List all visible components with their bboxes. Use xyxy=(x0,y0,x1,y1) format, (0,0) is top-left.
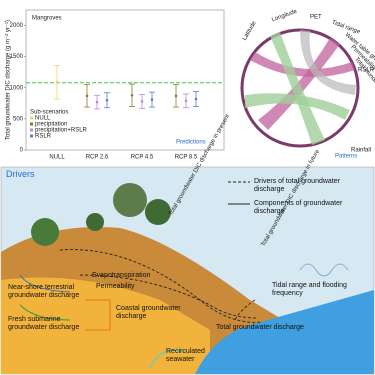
driver-label: Permeability xyxy=(96,283,135,290)
y-tick-label: 1500 xyxy=(10,54,24,60)
component-label: Coastal groundwater discharge xyxy=(116,305,181,320)
legend-swatch xyxy=(30,122,33,126)
mean-point xyxy=(174,94,178,98)
chord-ribbon xyxy=(300,30,356,95)
chord-ribbon xyxy=(245,93,350,120)
legend-swatch xyxy=(30,128,33,132)
wave xyxy=(299,263,349,277)
mean-point xyxy=(184,99,188,103)
driver-arrow xyxy=(59,249,263,323)
panel-label: Predictions xyxy=(176,140,206,146)
chord-ribbon xyxy=(250,52,355,78)
y-tick-label: 500 xyxy=(13,116,24,122)
mean-point xyxy=(95,100,99,104)
sea xyxy=(195,290,374,374)
component-label: Recirculated seawater xyxy=(166,348,205,363)
tree xyxy=(113,183,147,217)
mean-point xyxy=(85,94,89,98)
legend-title: Sub-scenarios xyxy=(30,110,68,116)
recirculation-arrow xyxy=(149,349,186,369)
panel-label: Patterns xyxy=(335,154,357,160)
x-tick-label: RCP 4.5 xyxy=(131,155,154,161)
driver-label: Evapotranspiration xyxy=(92,272,151,279)
legend-label: RSLR xyxy=(35,134,52,140)
chord-ribbon xyxy=(270,32,325,145)
flow-arrow xyxy=(19,304,71,321)
legend-swatch xyxy=(30,116,33,120)
y-tick-label: 2000 xyxy=(10,23,24,29)
tree xyxy=(145,199,171,225)
mean-point xyxy=(150,98,154,101)
mean-point xyxy=(105,98,109,102)
mean-point xyxy=(130,93,134,97)
plot-frame xyxy=(25,9,225,151)
chart-title: Mangroves xyxy=(32,16,62,22)
tree xyxy=(86,213,104,231)
tree xyxy=(31,218,59,246)
component-label: Fresh submarine groundwater discharge xyxy=(8,316,80,331)
y-tick-label: 0 xyxy=(20,148,24,154)
panel-label: Drivers xyxy=(6,169,35,179)
flow-arrow xyxy=(19,274,71,293)
bracket xyxy=(85,299,111,331)
legend-label: NULL xyxy=(35,116,51,122)
y-axis-label: Total groundwater DIC discharge (g m⁻² y… xyxy=(6,20,12,140)
driver-arrow xyxy=(79,274,259,319)
legend-swatch xyxy=(30,134,33,138)
component-label: Near-shore terrestrial groundwater disch… xyxy=(8,284,80,299)
component-label: Total groundwater discharge xyxy=(216,324,304,331)
x-tick-label: NULL xyxy=(49,155,65,161)
groundwater-zone xyxy=(1,277,210,374)
chord-label: PET xyxy=(310,15,322,21)
x-tick-label: RCP 8.5 xyxy=(175,155,198,161)
legend-label: precipitation+RSLR xyxy=(35,128,88,134)
driver-arrow xyxy=(234,299,256,321)
x-tick-label: RCP 2.6 xyxy=(86,155,109,161)
mean-point xyxy=(194,97,198,101)
chord-label: RSLR xyxy=(358,68,375,74)
legend-entry: Drivers of total groundwater discharge xyxy=(254,178,340,193)
driver-label: Tidal range and flooding frequency xyxy=(272,282,347,297)
mean-point xyxy=(140,100,144,103)
y-tick-label: 1000 xyxy=(10,85,24,91)
legend-entry: Components of groundwater discharge xyxy=(254,200,343,215)
chord-label: Rainfall xyxy=(351,148,371,154)
mean-point xyxy=(55,80,59,84)
legend-label: precipitation xyxy=(35,122,67,128)
